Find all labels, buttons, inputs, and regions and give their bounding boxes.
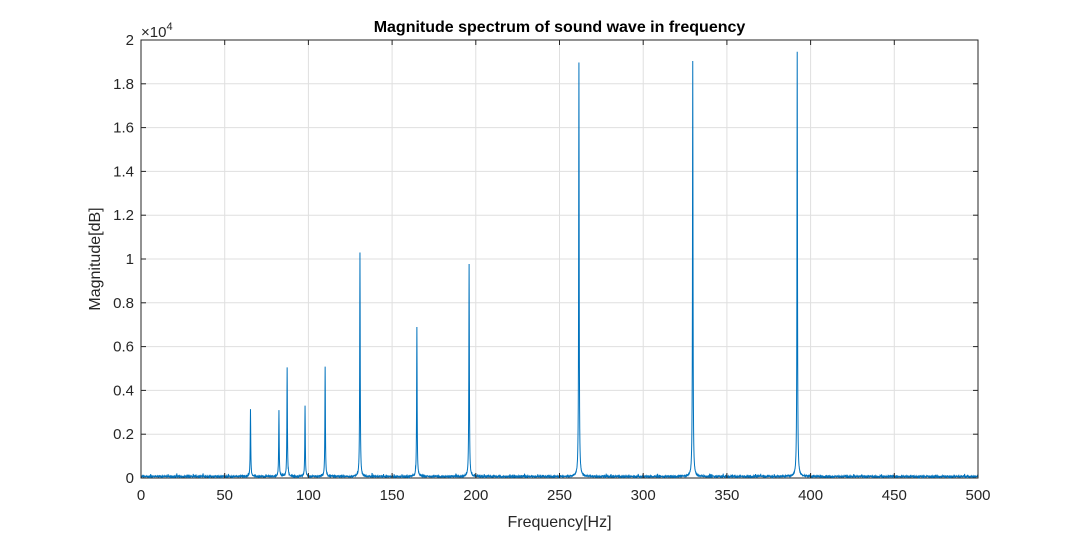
y-tick-label: 1.8 xyxy=(113,76,134,93)
y-axis-exponent: ×104 xyxy=(141,21,173,41)
x-tick-label: 400 xyxy=(798,487,823,504)
y-tick-label: 0.6 xyxy=(113,339,134,356)
x-tick-label: 100 xyxy=(296,487,321,504)
x-tick-label: 350 xyxy=(714,487,739,504)
y-axis-exponent-power: 4 xyxy=(166,21,172,33)
x-tick-label: 150 xyxy=(380,487,405,504)
y-tick-label: 0.8 xyxy=(113,295,134,312)
x-tick-label: 450 xyxy=(882,487,907,504)
x-tick-label: 200 xyxy=(463,487,488,504)
y-tick-label: 2 xyxy=(126,32,134,49)
x-tick-label: 300 xyxy=(631,487,656,504)
y-tick-label: 1.2 xyxy=(113,207,134,224)
x-tick-label: 250 xyxy=(547,487,572,504)
grid xyxy=(140,39,979,479)
x-axis-label: Frequency[Hz] xyxy=(507,514,611,531)
x-tick-label: 500 xyxy=(965,487,990,504)
x-axis-ticks: 0 50 100 150 200 250 300 350 400 450 500 xyxy=(137,40,991,504)
x-tick-label: 0 xyxy=(137,487,145,504)
y-axis-ticks: 0 0.2 0.4 0.6 0.8 1 1.2 1.4 1.6 1.8 2 xyxy=(113,32,978,487)
y-tick-label: 0.2 xyxy=(113,426,134,443)
y-tick-label: 0.4 xyxy=(113,382,134,399)
y-tick-label: 0 xyxy=(126,470,134,487)
y-tick-label: 1 xyxy=(126,251,134,268)
chart-title: Magnitude spectrum of sound wave in freq… xyxy=(374,19,746,36)
y-tick-label: 1.4 xyxy=(113,163,134,180)
y-tick-label: 1.6 xyxy=(113,120,134,137)
y-axis-exponent-base: ×10 xyxy=(141,24,166,41)
x-tick-label: 50 xyxy=(216,487,233,504)
y-axis-label: Magnitude[dB] xyxy=(87,207,104,310)
